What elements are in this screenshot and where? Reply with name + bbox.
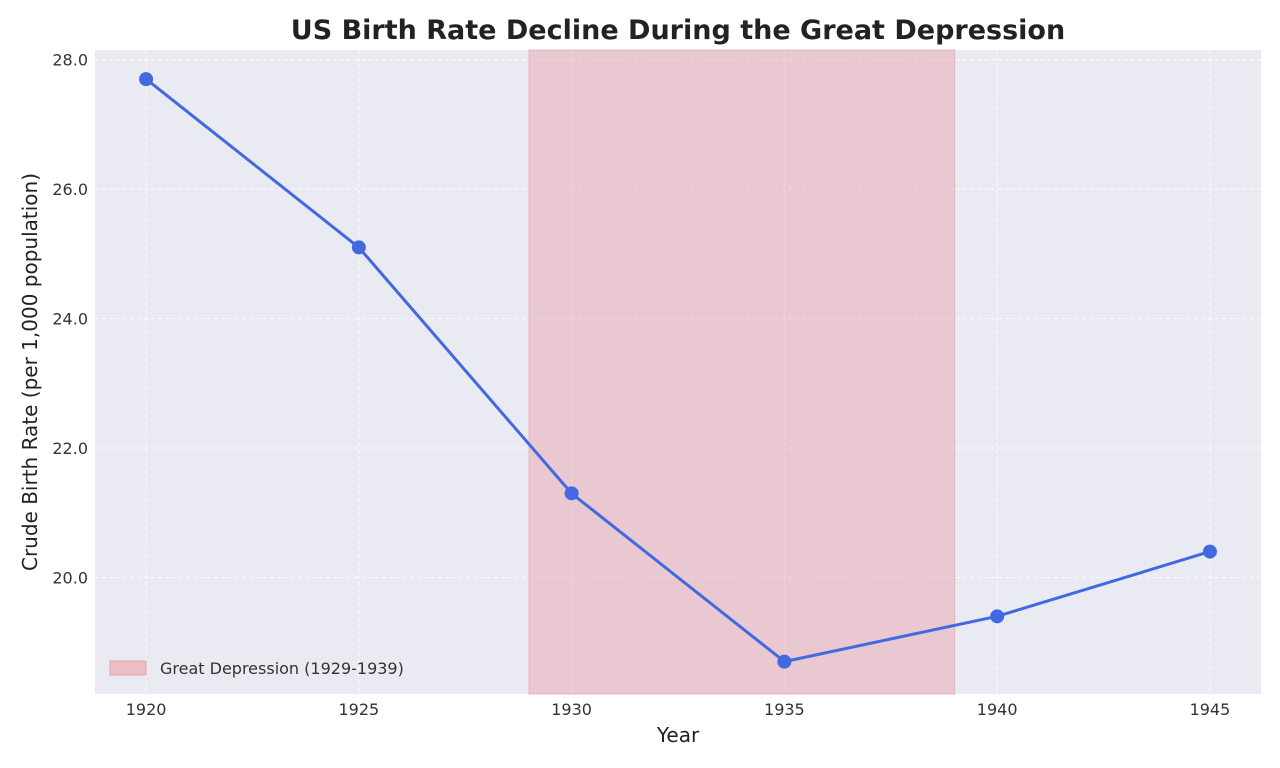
data-point — [777, 654, 792, 669]
chart-title: US Birth Rate Decline During the Great D… — [291, 15, 1065, 46]
y-tick-label: 22.0 — [52, 439, 88, 458]
great-depression-region — [528, 49, 956, 695]
legend: Great Depression (1929-1939) — [109, 659, 404, 678]
data-point — [139, 72, 154, 87]
plot-background — [95, 50, 1261, 694]
birth-rate-line — [145, 77, 1211, 664]
y-axis-label: Crude Birth Rate (per 1,000 population) — [18, 173, 42, 571]
x-tick-label: 1940 — [977, 700, 1018, 719]
x-axis-label: Year — [656, 723, 700, 747]
y-tick-label: 26.0 — [52, 180, 88, 199]
x-tick-label: 1935 — [764, 700, 805, 719]
x-tick-label: 1920 — [126, 700, 167, 719]
legend-swatch — [109, 660, 147, 676]
x-tick-label: 1925 — [338, 700, 379, 719]
data-point — [990, 609, 1005, 624]
y-tick-label: 20.0 — [52, 568, 88, 587]
plot-area: 1920 1925 1930 1935 1940 1945 20.0 22.0 24.0 26.0… — [52, 49, 1261, 719]
y-tick-label: 24.0 — [52, 310, 88, 329]
data-point — [564, 486, 579, 501]
y-tick-label: 28.0 — [52, 51, 88, 70]
x-tick-label: 1930 — [551, 700, 592, 719]
x-tick-label: 1945 — [1190, 700, 1231, 719]
data-point — [351, 240, 366, 255]
legend-label: Great Depression (1929-1939) — [160, 659, 404, 678]
data-point — [1202, 544, 1217, 559]
